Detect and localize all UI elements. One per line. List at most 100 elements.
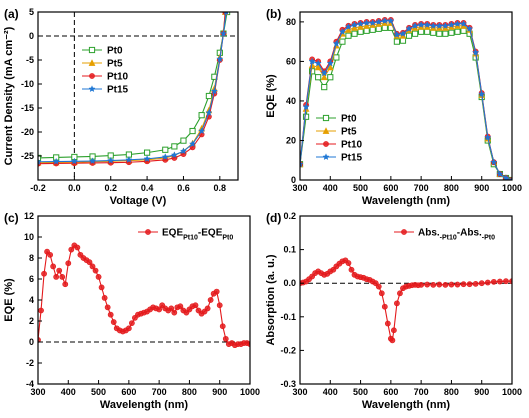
y-tick-label: 0.1	[283, 245, 296, 255]
legend-label: EQEPt10-EQEPt0	[162, 228, 233, 242]
data-point	[125, 156, 133, 163]
legend-marker	[89, 73, 95, 79]
data-point	[198, 127, 206, 135]
data-point	[38, 307, 44, 314]
y-tick-label: 0.0	[283, 278, 296, 288]
data-point	[204, 305, 211, 312]
y-tick-label: 2	[29, 316, 34, 326]
data-point	[381, 24, 388, 31]
x-tick-label: 500	[353, 387, 368, 397]
data-point	[53, 273, 60, 280]
legend-marker	[88, 59, 96, 66]
data-point	[466, 281, 473, 288]
data-point	[390, 327, 397, 334]
data-point	[128, 320, 135, 326]
x-tick-label: 400	[61, 387, 76, 397]
data-point	[345, 32, 352, 39]
data-point	[496, 170, 504, 178]
data-point	[70, 157, 78, 165]
x-tick-label: 600	[121, 387, 136, 397]
data-point	[454, 28, 461, 35]
data-point	[454, 281, 461, 288]
y-tick-label: -10	[21, 79, 34, 89]
data-point	[387, 17, 395, 24]
data-point	[47, 251, 54, 258]
data-point	[369, 19, 377, 26]
data-point	[496, 278, 503, 285]
data-point	[357, 28, 364, 35]
data-point	[399, 37, 407, 44]
legend-marker	[88, 46, 96, 54]
data-point	[38, 158, 42, 165]
data-point	[472, 280, 479, 287]
data-point	[375, 25, 382, 32]
x-tick-label: 700	[152, 387, 167, 397]
plot-area	[38, 242, 250, 349]
x-tick-label: 1000	[502, 387, 522, 397]
data-point	[417, 21, 425, 28]
data-point	[314, 59, 322, 67]
x-tick-label: 600	[383, 387, 398, 397]
legend: Pt0 Pt5 Pt10 Pt15	[82, 46, 129, 96]
data-point	[89, 263, 96, 270]
plot-frame	[299, 11, 513, 181]
data-point	[143, 155, 151, 162]
y-tick-label: 6	[29, 274, 34, 284]
data-point	[143, 149, 151, 156]
x-tick-label: 900	[474, 183, 489, 193]
x-tick-label: 0.0	[68, 183, 81, 193]
data-point	[430, 281, 437, 288]
data-point	[50, 263, 57, 270]
x-axis-label: Wavelength (nm)	[362, 399, 451, 411]
data-point	[436, 30, 443, 37]
x-tick-label: 0.2	[104, 183, 117, 193]
data-point	[338, 28, 346, 35]
x-tick-label: 500	[91, 387, 106, 397]
data-point	[345, 260, 352, 266]
data-point	[448, 281, 455, 288]
y-axis-label: Absorption (a. u.)	[265, 254, 277, 345]
data-point	[436, 281, 443, 288]
data-point	[171, 309, 178, 316]
data-point	[327, 74, 334, 81]
plot-area	[300, 17, 512, 180]
x-axis-label: Wavelength (nm)	[362, 195, 451, 207]
y-tick-label: 0	[29, 337, 34, 347]
data-point	[430, 29, 437, 36]
data-point	[170, 151, 178, 159]
data-point	[357, 20, 365, 27]
data-point	[363, 19, 371, 26]
y-axis-label: EQE (%)	[265, 74, 277, 118]
y-tick-label: 40	[286, 96, 296, 106]
y-tick-label: -4	[26, 379, 34, 389]
data-point	[345, 26, 352, 33]
data-point	[179, 147, 187, 155]
plot-frame	[37, 11, 239, 181]
y-tick-label: -0.1	[280, 312, 296, 322]
data-point	[442, 30, 449, 37]
data-point	[65, 260, 72, 267]
legend-label: Pt10	[341, 140, 363, 151]
data-point	[394, 300, 400, 307]
data-point	[162, 146, 169, 153]
legend-marker	[145, 229, 151, 235]
legend-marker	[322, 114, 330, 122]
legend: Pt0 Pt5 Pt10 Pt15	[316, 114, 363, 164]
data-point	[161, 153, 169, 160]
data-point	[205, 92, 213, 100]
data-point	[177, 303, 184, 310]
y-tick-label: 0	[29, 31, 34, 41]
x-tick-label: 0.4	[141, 183, 154, 193]
data-point	[399, 30, 407, 37]
data-point	[424, 28, 431, 35]
y-axis-label: Current Density (mA cm⁻²)	[3, 26, 15, 165]
x-tick-label: 0.8	[214, 183, 227, 193]
data-point	[429, 22, 437, 29]
data-point	[216, 55, 224, 63]
data-point	[375, 283, 382, 290]
x-tick-label: 1000	[502, 183, 522, 193]
y-tick-label: -0.2	[280, 345, 296, 355]
data-point	[110, 319, 117, 325]
panel-label: (c)	[4, 211, 19, 225]
